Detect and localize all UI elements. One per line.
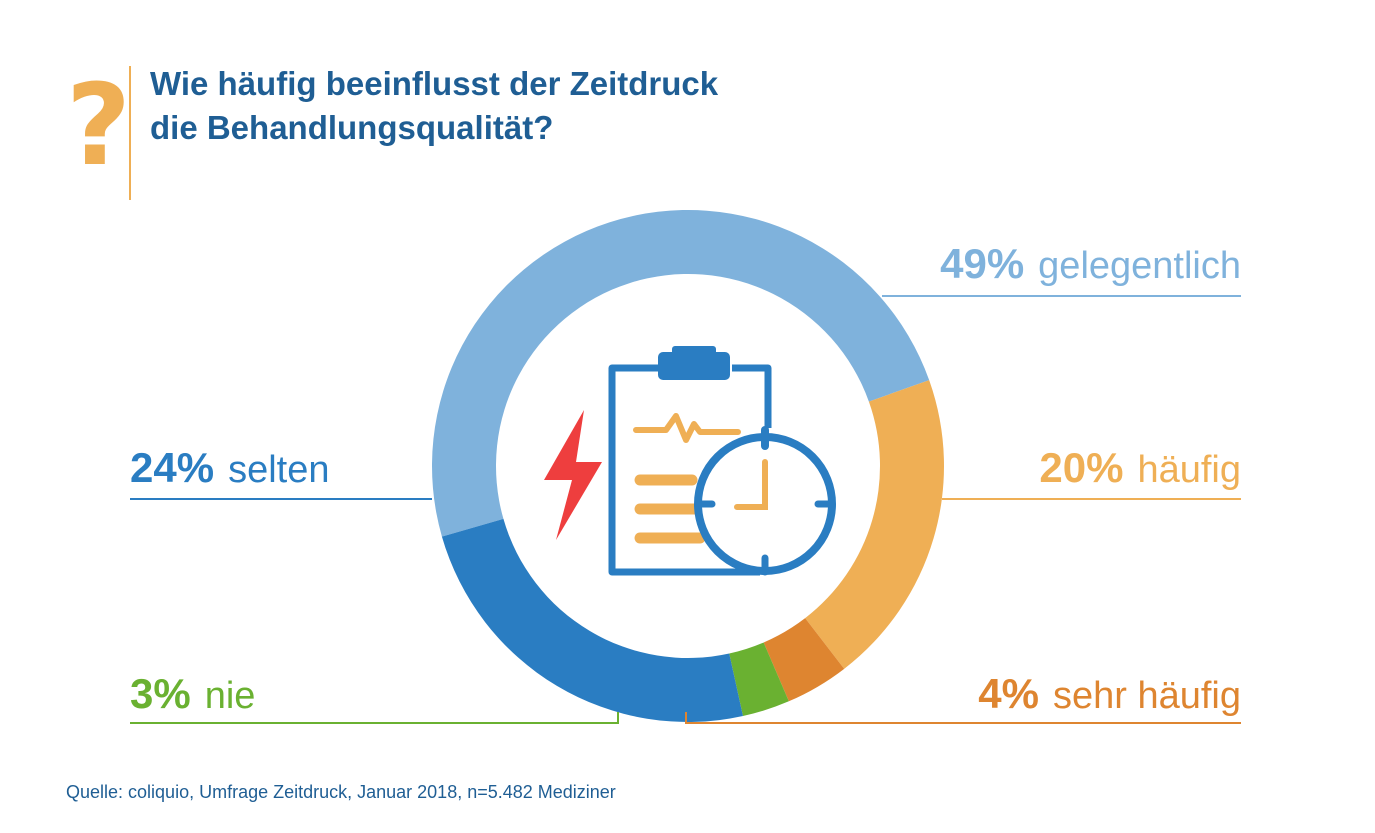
donut-slices — [432, 210, 944, 722]
label-pct-nie: 3% — [130, 670, 191, 717]
slice-gelegentlich — [432, 210, 930, 537]
label-text-haeufig: häufig — [1137, 449, 1241, 491]
label-text-gelegentlich: gelegentlich — [1038, 245, 1241, 287]
label-pct-sehr-haeufig: 4% — [978, 670, 1039, 717]
list-lines-icon — [634, 474, 706, 544]
label-text-sehr-haeufig: sehr häufig — [1053, 675, 1241, 717]
label-sehr-haeufig: 4% sehr häufig — [978, 670, 1241, 717]
label-haeufig: 20% häufig — [1039, 444, 1241, 491]
question-mark-icon: ? — [66, 61, 131, 191]
leader-line-sehr-haeufig — [685, 712, 1241, 724]
slice-haeufig — [805, 380, 944, 669]
label-pct-haeufig: 20% — [1039, 444, 1123, 491]
stopwatch-icon — [694, 426, 836, 576]
leader-lines — [130, 295, 1241, 724]
heartbeat-icon — [633, 413, 741, 443]
title-divider — [129, 66, 131, 200]
chart-title: Wie häufig beeinflusst der Zeitdruck die… — [150, 62, 718, 150]
label-gelegentlich: 49% gelegentlich — [940, 240, 1241, 287]
slice-labels: 49% gelegentlich 20% häufig 4% sehr häufig 3% n… — [130, 240, 1241, 717]
title-line-1: Wie häufig beeinflusst der Zeitdruck — [150, 65, 719, 102]
label-pct-selten: 24% — [130, 444, 214, 491]
label-pct-gelegentlich: 49% — [940, 240, 1024, 287]
title-line-2: die Behandlungsqualität? — [150, 109, 554, 146]
label-text-selten: selten — [228, 449, 329, 491]
center-illustration — [544, 346, 836, 576]
slice-sehr-haeufig — [763, 618, 845, 702]
clipboard-icon — [608, 346, 772, 576]
lightning-icon — [544, 410, 602, 540]
label-nie: 3% nie — [130, 670, 255, 717]
slice-nie — [729, 642, 789, 717]
slice-selten — [441, 518, 743, 722]
source-note: Quelle: coliquio, Umfrage Zeitdruck, Jan… — [66, 782, 616, 802]
label-selten: 24% selten — [130, 444, 329, 491]
label-text-nie: nie — [205, 675, 256, 717]
leader-line-nie — [130, 712, 619, 724]
